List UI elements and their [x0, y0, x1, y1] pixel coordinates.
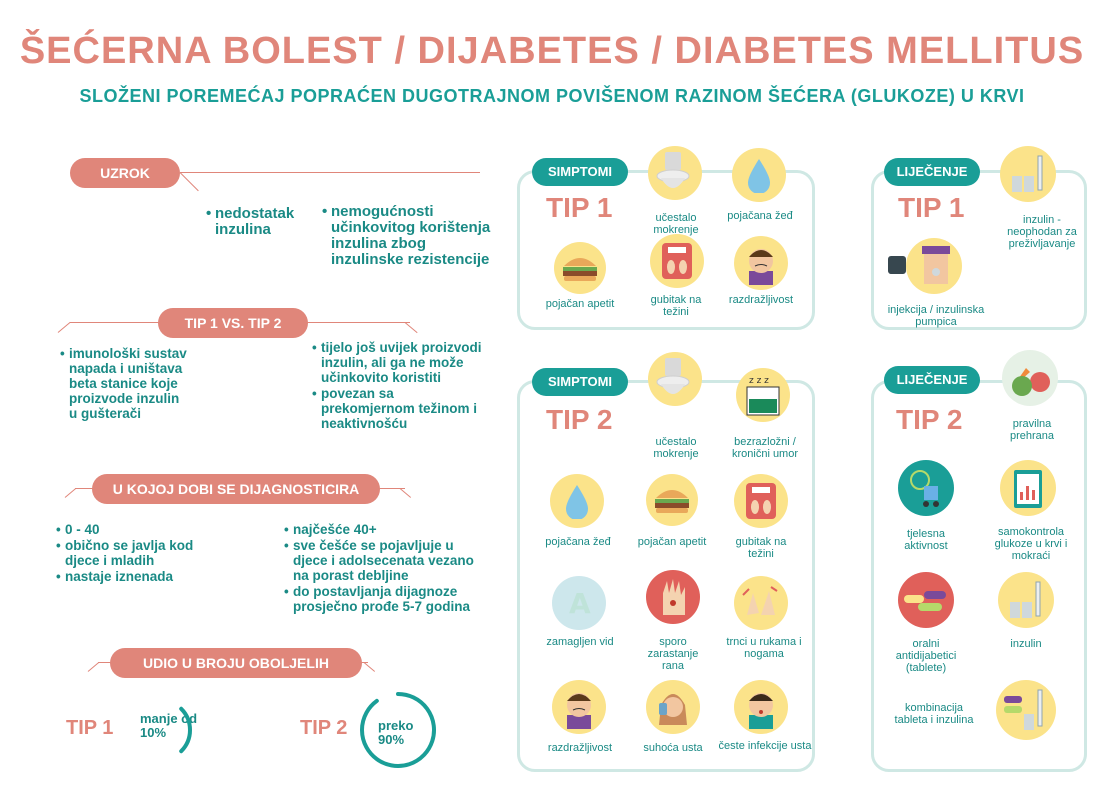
pills-and-insulin-icon	[996, 680, 1056, 740]
angry-face-icon	[734, 236, 788, 290]
scale-icon	[650, 234, 704, 288]
uzrok-pill: UZROK	[70, 158, 180, 188]
vs-divider-tick-right	[404, 322, 418, 334]
dob-divider-tick-right	[399, 488, 412, 498]
angry-face-icon	[552, 680, 606, 734]
simptomi2-caption: gubitak na težini	[735, 536, 787, 560]
sick-face-icon	[734, 680, 788, 734]
lijecenje2-caption: samokontrola glukoze u krvi i mokraći	[994, 526, 1068, 562]
simptomi1-caption: pojačana žeđ	[727, 210, 793, 222]
dob-tip2-item: najčešće 40+	[284, 522, 474, 537]
water-drop-icon	[732, 148, 786, 202]
page-subtitle: SLOŽENI POREMEĆAJ POPRAĆEN DUGOTRAJNOM P…	[79, 86, 1025, 106]
page-title: ŠEĆERNA BOLEST / DIJABETES / DIABETES ME…	[19, 30, 1085, 72]
udio-tip1-label: TIP 1	[66, 717, 114, 739]
simptomi2-pill: SIMPTOMI	[532, 368, 628, 396]
insulin-syringe-icon	[998, 572, 1054, 628]
simptomi2-caption: razdražljivost	[547, 742, 613, 754]
simptomi2-caption: zamagljen vid	[546, 636, 614, 648]
vs-tip2-item: povezan sa prekomjernom težinom i neakti…	[312, 386, 482, 431]
tingling-hands-icon	[734, 576, 788, 630]
simptomi1-tip: TIP 1	[546, 192, 613, 223]
scale-icon	[734, 474, 788, 528]
udio-divider-tick-right	[363, 662, 376, 672]
simptomi1-caption: pojačan apetit	[545, 298, 615, 310]
lijecenje1-caption: injekcija / inzulinska pumpica	[887, 304, 985, 328]
pump-device-icon	[888, 256, 906, 274]
vs-tip2-item: tijelo još uvijek proizvodi inzulin, ali…	[312, 340, 482, 385]
simptomi2-caption: česte infekcije usta	[718, 740, 812, 752]
simptomi2-caption: sporo zarastanje rana	[647, 636, 699, 672]
water-drop-icon	[550, 474, 604, 528]
dob-tip1-item: 0 - 40	[56, 522, 206, 537]
udio-tip2-ring	[360, 692, 436, 768]
simptomi2-caption: bezrazložni / kronični umor	[731, 436, 799, 460]
simptomi1-caption: gubitak na težini	[650, 294, 702, 318]
vegetables-icon	[1002, 350, 1058, 406]
insulin-syringe-icon	[1000, 146, 1056, 202]
uzrok-tip1-list: nedostatak inzulina	[206, 206, 306, 239]
lijecenje2-caption: pravilna prehrana	[1009, 418, 1055, 442]
vs-tip1-list: imunološki sustav napada i uništava beta…	[60, 346, 190, 422]
uzrok-tip2-list: nemogućnosti učinkovitog korištenja inzu…	[322, 204, 492, 269]
dob-tip2-item: do postavljanja dijagnoze prosječno prođ…	[284, 584, 474, 614]
simptomi2-caption: pojačana žeđ	[545, 536, 611, 548]
simptomi2-caption: trnci u rukama i nogama	[726, 636, 802, 660]
lijecenje2-caption: tjelesna aktivnost	[904, 528, 948, 552]
lijecenje1-tip: TIP 1	[898, 192, 965, 223]
dob-tip1-list: 0 - 40 obično se javlja kod djece i mlad…	[56, 522, 206, 585]
vs-divider-tick-left	[57, 321, 71, 333]
lijecenje2-tip: TIP 2	[896, 404, 963, 435]
uzrok-tip1-item: nedostatak inzulina	[206, 206, 306, 238]
lijecenje2-caption: oralni antidijabetici (tablete)	[895, 638, 957, 674]
lijecenje1-caption: inzulin - neophodan za preživljavanje	[1007, 214, 1077, 250]
sleep-icon: z z z	[736, 368, 790, 422]
udio-pill: UDIO U BROJU OBOLJELIH	[110, 648, 362, 678]
uzrok-divider-tick	[179, 172, 199, 192]
rollerblade-icon	[898, 460, 954, 516]
lijecenje2-caption: inzulin	[1010, 638, 1042, 650]
dob-pill: U KOJOJ DOBI SE DIJAGNOSTICIRA	[92, 474, 380, 504]
vs-tip2-list: tijelo još uvijek proizvodi inzulin, ali…	[312, 340, 482, 432]
dob-tip2-list: najčešće 40+ sve češće se pojavljuje u d…	[284, 522, 474, 615]
svg-text:z z z: z z z	[749, 376, 769, 386]
toilet-icon	[648, 146, 702, 200]
burger-icon	[554, 242, 606, 294]
dob-tip2-item: sve češće se pojavljuje u djece i adolse…	[284, 538, 474, 583]
vs-pill: TIP 1 VS. TIP 2	[158, 308, 308, 338]
lijecenje1-pill: LIJEČENJE	[884, 158, 980, 186]
udio-tip1-text: manje od 10%	[140, 711, 198, 740]
drinking-woman-icon	[646, 680, 700, 734]
blurry-letter-icon: A	[552, 576, 606, 630]
simptomi2-caption: pojačan apetit	[637, 536, 707, 548]
lijecenje2-pill: LIJEČENJE	[884, 366, 980, 394]
simptomi1-caption: razdražljivost	[728, 294, 794, 306]
udio-divider-tick-left	[87, 662, 100, 672]
clipboard-chart-icon	[1000, 460, 1056, 516]
vs-tip1-item: imunološki sustav napada i uništava beta…	[60, 346, 190, 421]
wounded-hand-icon	[646, 570, 700, 624]
burger-icon	[646, 474, 698, 526]
svg-text:A: A	[569, 587, 591, 620]
simptomi2-caption: učestalo mokrenje	[653, 436, 699, 460]
dob-tip1-item: nastaje iznenada	[56, 569, 206, 584]
toilet-icon	[648, 352, 702, 406]
simptomi2-caption: suhoća usta	[643, 742, 703, 754]
uzrok-tip2-item: nemogućnosti učinkovitog korištenja inzu…	[322, 204, 492, 268]
udio-tip2-text: preko 90%	[378, 718, 414, 747]
simptomi1-caption: učestalo mokrenje	[653, 212, 699, 236]
udio-tip1-ring	[179, 706, 192, 754]
simptomi1-pill: SIMPTOMI	[532, 158, 628, 186]
udio-tip2-label: TIP 2	[300, 717, 348, 739]
lijecenje2-caption: kombinacija tableta i inzulina	[894, 702, 974, 726]
uzrok-divider	[180, 172, 480, 173]
simptomi2-tip: TIP 2	[546, 404, 613, 435]
dob-tip1-item: obično se javlja kod djece i mladih	[56, 538, 206, 568]
dob-divider-tick-left	[64, 488, 77, 498]
insulin-pump-icon	[906, 238, 962, 294]
pills-icon	[898, 572, 954, 628]
